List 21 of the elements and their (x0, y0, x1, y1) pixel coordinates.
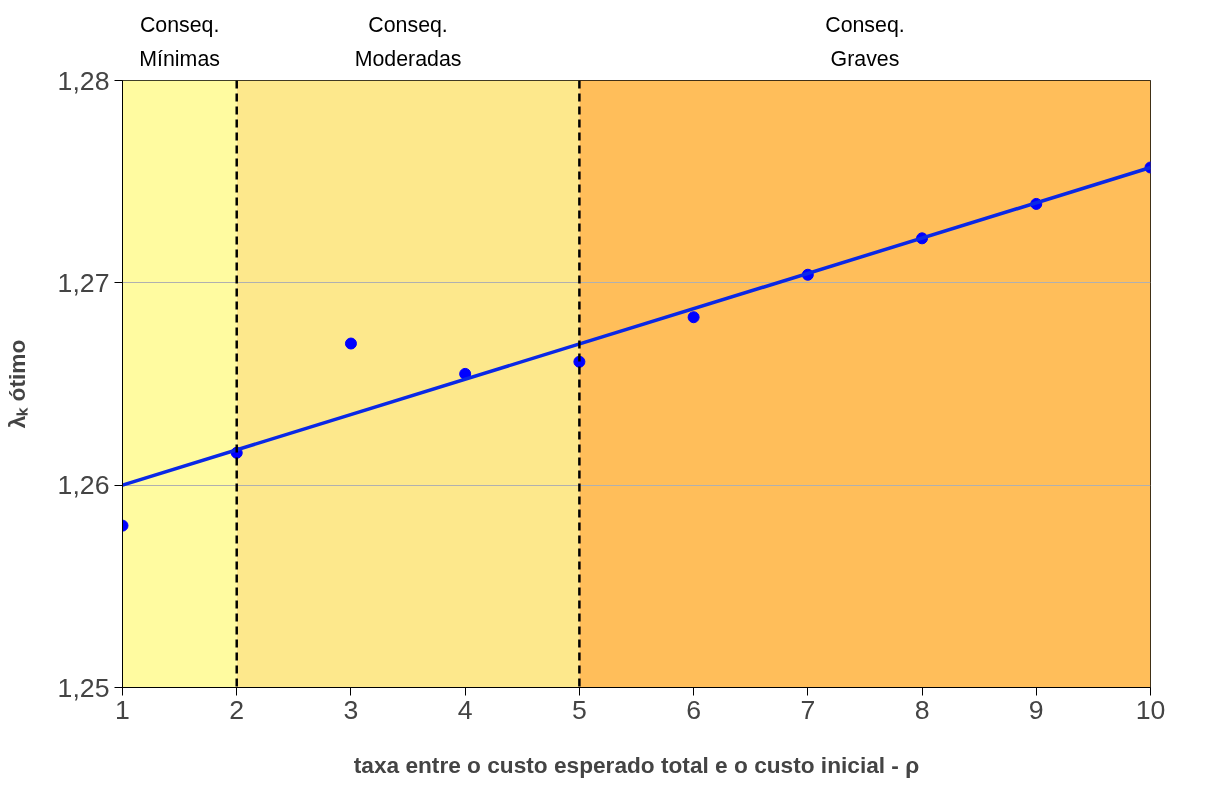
x-tick-label: 2 (229, 694, 245, 725)
x-tick-label: 6 (686, 694, 702, 725)
x-tick-label: 3 (343, 694, 359, 725)
y-tick-label: 1,26 (57, 470, 110, 501)
band-label: Conseq. Moderadas (354, 13, 462, 71)
x-tick-label: 10 (1135, 694, 1166, 725)
point (344, 337, 357, 350)
x-tick-label: 8 (914, 694, 930, 725)
y-tick-label: 1,28 (57, 65, 110, 96)
y-tick-label: 1,27 (57, 267, 110, 298)
y-tick-label: 1,25 (57, 672, 110, 703)
x-tick-label: 7 (800, 694, 816, 725)
x-tick-label: 9 (1028, 694, 1044, 725)
band-label: Conseq. Mínimas (139, 13, 220, 71)
point (687, 311, 700, 324)
x-tick-label: 1 (115, 694, 130, 725)
x-tick-label: 4 (457, 694, 473, 725)
y-axis-title: λₖ ótimo (3, 339, 30, 429)
x-tick-label: 5 (571, 694, 587, 725)
band-label: Conseq. Graves (825, 13, 905, 71)
x-axis-title: taxa entre o custo esperado total e o custo inicial - ρ (353, 751, 920, 778)
